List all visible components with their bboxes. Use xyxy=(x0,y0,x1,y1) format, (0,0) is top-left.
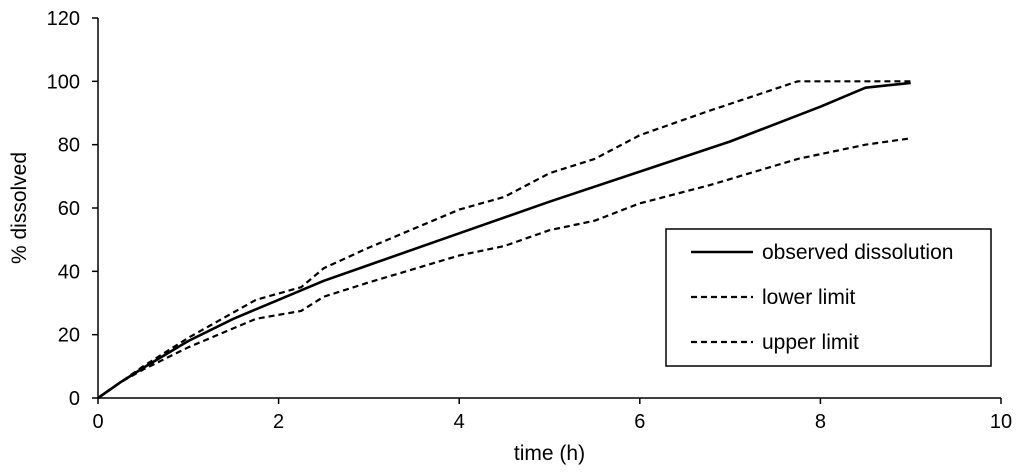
y-axis-title: % dissolved xyxy=(8,152,31,264)
x-tick-label: 8 xyxy=(815,411,826,433)
legend-label: upper limit xyxy=(762,331,859,354)
y-tick-label: 100 xyxy=(47,71,80,93)
series-line-observed-dissolution xyxy=(97,81,911,400)
y-tick-label: 120 xyxy=(47,8,80,30)
y-tick-label: 60 xyxy=(58,198,80,220)
legend-label: observed dissolution xyxy=(762,241,953,264)
y-tick-label: 80 xyxy=(58,135,80,157)
x-tick-label: 0 xyxy=(92,411,103,433)
series-line-upper-limit xyxy=(97,80,911,399)
legend: observed dissolution lower limit upper lim… xyxy=(665,228,992,367)
x-tick-label: 2 xyxy=(273,411,284,433)
x-tick-label: 6 xyxy=(634,411,645,433)
x-axis-title: time (h) xyxy=(514,442,585,465)
y-tick-label: 20 xyxy=(58,325,80,347)
ticks: 0 20 40 60 80 100 120 0 2 4 6 8 10 xyxy=(47,8,1013,433)
x-tick-label: 10 xyxy=(990,411,1012,433)
series-lines xyxy=(97,80,911,400)
legend-label: lower limit xyxy=(762,286,856,309)
y-tick-label: 40 xyxy=(58,261,80,283)
x-tick-label: 4 xyxy=(454,411,465,433)
y-tick-label: 0 xyxy=(69,388,80,410)
series-line-lower-limit xyxy=(97,137,911,399)
